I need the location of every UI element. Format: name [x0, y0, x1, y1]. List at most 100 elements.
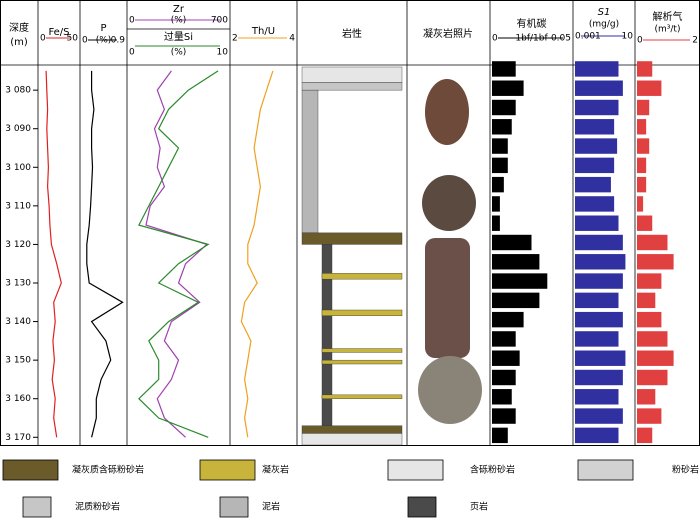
track-name: Th/U — [251, 26, 275, 37]
log-bar — [492, 427, 508, 444]
lithology-layer — [301, 232, 403, 245]
log-bar — [575, 119, 615, 135]
log-bar — [637, 331, 668, 347]
depth-tick-label: 3 120 — [5, 240, 31, 250]
legend-label: 粉砂岩 — [672, 464, 699, 476]
log-bar — [637, 350, 674, 366]
log-bar — [492, 350, 520, 366]
log-bar — [637, 254, 674, 270]
scale-max: 10 — [622, 32, 634, 42]
track-name: 解析气 — [653, 10, 683, 23]
log-bar — [637, 99, 650, 116]
log-curve — [86, 70, 124, 438]
scale-min: 0 — [129, 48, 135, 58]
log-bar — [575, 61, 619, 77]
track-name: 有机碳 — [517, 17, 547, 30]
track-name: 过量Si — [164, 30, 193, 43]
legend-swatch — [577, 459, 634, 481]
log-bar — [637, 389, 656, 405]
log-bar — [492, 292, 540, 309]
log-bar — [575, 389, 619, 405]
log-bar — [492, 254, 540, 270]
track-name: S1 — [598, 7, 611, 18]
scale-max: 50 — [67, 34, 79, 44]
log-bar — [637, 157, 647, 174]
log-bar — [492, 273, 548, 289]
track-unit: (mg/g) — [589, 20, 619, 30]
scale-max: 700 — [211, 16, 228, 26]
legend-label: 泥岩 — [262, 501, 280, 513]
legend-label: 泥质粉砂岩 — [75, 501, 120, 513]
log-bar — [637, 176, 647, 193]
scale-min: 0 — [637, 36, 643, 46]
log-bar — [492, 331, 516, 347]
scale-min: 2 — [232, 34, 238, 44]
scale-max: 0.05 — [551, 34, 571, 44]
log-curve — [138, 70, 219, 438]
log-bar — [575, 331, 619, 347]
legend-label: 页岩 — [470, 501, 488, 513]
log-bar — [637, 273, 662, 289]
track-unit: (m³/t) — [655, 25, 681, 35]
log-bar — [492, 234, 532, 251]
log-bar — [575, 157, 615, 174]
log-bar — [492, 311, 524, 328]
photos-header: 凝灰岩照片 — [423, 27, 473, 40]
log-bar — [492, 176, 504, 193]
log-curve — [240, 70, 274, 438]
track-unit: (%) — [96, 36, 112, 46]
log-bar — [637, 119, 647, 135]
log-bar — [575, 408, 623, 424]
legend-swatch — [199, 459, 256, 481]
log-bar — [492, 389, 512, 405]
log-bar — [637, 292, 656, 309]
legend-swatch — [387, 459, 444, 481]
depth-tick-label: 3 160 — [5, 394, 31, 404]
scale-min: 0 — [82, 36, 88, 46]
scale-max: 4 — [289, 34, 295, 44]
log-bar — [575, 273, 623, 289]
log-bar — [637, 408, 662, 424]
scale-min: 0 — [129, 16, 135, 26]
log-bar — [575, 427, 619, 444]
lithology-layer — [321, 309, 403, 316]
lithology-layer — [301, 66, 403, 83]
log-bar — [492, 408, 516, 424]
log-bar — [637, 138, 650, 154]
log-bar — [637, 196, 644, 212]
legend-label: 含砾粉砂岩 — [470, 464, 515, 476]
scale-max: 10 — [217, 48, 229, 58]
lithology-header: 岩性 — [342, 27, 362, 40]
log-bar — [492, 119, 512, 135]
depth-tick-label: 3 130 — [5, 279, 31, 289]
tuff-photos — [418, 79, 482, 424]
log-bar — [575, 350, 626, 366]
track-name: P — [100, 23, 106, 34]
lithology-layer — [301, 425, 403, 434]
lithology-layer — [301, 433, 403, 446]
log-bar — [492, 215, 500, 231]
legend-swatch — [407, 496, 437, 518]
log-bar — [492, 138, 508, 154]
log-bar — [575, 99, 619, 116]
scale-max: 0.9 — [111, 36, 126, 46]
legend-swatch — [2, 459, 59, 481]
depth-header: 深度 — [9, 21, 29, 34]
log-bar — [575, 80, 623, 96]
lithology-layer — [321, 348, 403, 353]
log-bar — [575, 234, 623, 251]
scale-min: 0 — [40, 34, 46, 44]
log-curve — [45, 70, 62, 438]
legend-swatch — [219, 496, 249, 518]
log-bar — [637, 215, 653, 231]
log-bar — [575, 176, 611, 193]
track-unit: 1bf/1bf — [515, 34, 548, 44]
log-bar — [637, 80, 662, 96]
legend-swatch — [22, 496, 52, 518]
lithology-layer — [321, 273, 403, 280]
log-bar — [637, 61, 653, 77]
log-bar — [637, 311, 662, 328]
scale-max: 2 — [692, 36, 698, 46]
log-bar — [575, 311, 623, 328]
log-bar — [492, 157, 508, 174]
